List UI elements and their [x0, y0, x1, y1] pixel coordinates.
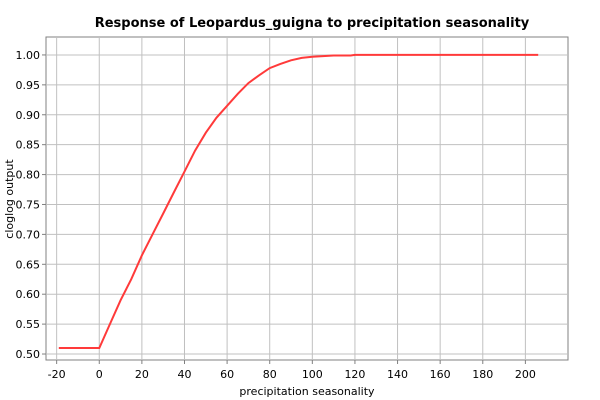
x-tick-label-9: 160: [430, 368, 451, 381]
y-tick-label-9: 0.95: [16, 79, 41, 92]
y-axis-label: cloglog output: [3, 159, 16, 239]
x-tick-label-2: 20: [135, 368, 149, 381]
y-tick-label-10: 1.00: [16, 49, 41, 62]
x-tick-label-10: 180: [472, 368, 493, 381]
x-tick-label-8: 140: [387, 368, 408, 381]
x-axis-label: precipitation seasonality: [239, 385, 375, 398]
y-tick-label-8: 0.90: [16, 109, 41, 122]
x-tick-label-11: 200: [515, 368, 536, 381]
x-tick-label-7: 120: [344, 368, 365, 381]
y-tick-label-0: 0.50: [16, 348, 41, 361]
response-curve-0: [58, 53, 539, 349]
y-tick-label-2: 0.60: [16, 288, 41, 301]
plot-area: [45, 36, 569, 361]
y-tick-label-3: 0.65: [16, 258, 41, 271]
x-tick-label-5: 80: [263, 368, 277, 381]
axis-ticks: -20 0 20 40 60 80 100 120 140 160 180 200 0.50 0.55 0.…: [16, 49, 536, 381]
y-tick-label-7: 0.85: [16, 139, 41, 152]
x-tick-label-6: 100: [302, 368, 323, 381]
y-tick-label-6: 0.80: [16, 169, 41, 182]
x-tick-label-1: 0: [96, 368, 103, 381]
y-tick-label-4: 0.70: [16, 228, 41, 241]
x-tick-label-4: 60: [220, 368, 234, 381]
y-tick-label-1: 0.55: [16, 318, 41, 331]
x-tick-label-3: 40: [177, 368, 191, 381]
chart-title: Response of Leopardus_guigna to precipit…: [95, 16, 530, 31]
series-layer: [58, 53, 539, 349]
y-tick-label-5: 0.75: [16, 198, 41, 211]
x-tick-label-0: -20: [48, 368, 66, 381]
